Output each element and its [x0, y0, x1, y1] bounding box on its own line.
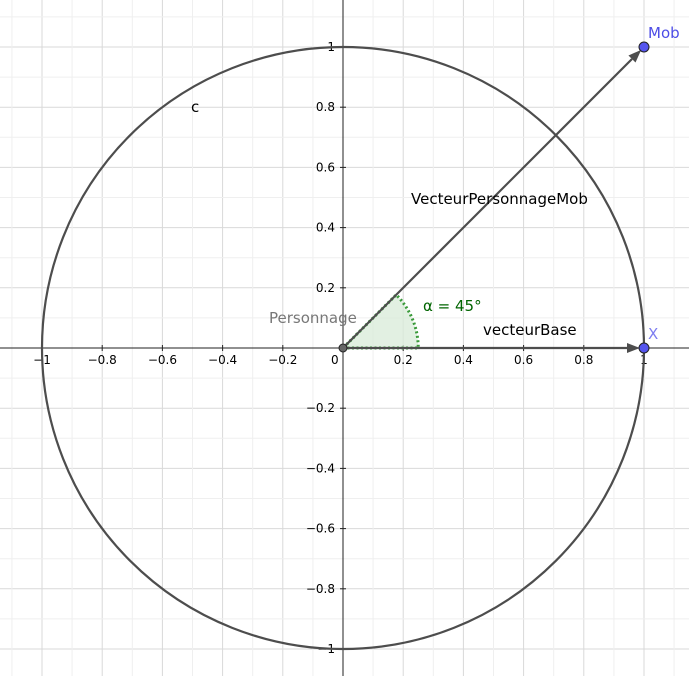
x-tick-label: 0.8	[574, 353, 593, 367]
x-tick-label: 0.2	[394, 353, 413, 367]
vector-personnage-mob-label: VecteurPersonnageMob	[411, 190, 588, 208]
y-tick-label: 0.4	[316, 221, 335, 235]
point-mob[interactable]	[638, 41, 650, 53]
y-tick-label: −0.2	[306, 401, 335, 415]
y-tick-label: 0.6	[316, 160, 335, 174]
angle-alpha-label: α = 45°	[423, 297, 482, 315]
x-tick-label: −0.2	[268, 353, 297, 367]
point-personnage-label: Personnage	[269, 309, 357, 327]
x-tick-label: 0.4	[454, 353, 473, 367]
vector-base-arrowhead	[627, 343, 640, 353]
point-x-label: X	[648, 325, 658, 343]
y-tick-label: −0.8	[306, 582, 335, 596]
x-tick-label: −0.4	[208, 353, 237, 367]
angle-alpha-sector[interactable]	[339, 292, 420, 350]
y-tick-label: 0.2	[316, 281, 335, 295]
vector-personnage-mob[interactable]	[342, 58, 633, 349]
point-x[interactable]	[638, 342, 650, 354]
x-tick-label: −0.6	[148, 353, 177, 367]
x-tick-label: −0.8	[88, 353, 117, 367]
x-tick-label: 0	[331, 353, 339, 367]
point-personnage[interactable]	[338, 343, 348, 353]
vector-personnage-mob-arrowhead	[628, 49, 642, 63]
tick-labels: −1 −0.8 −0.6 −0.4 −0.2 0 0.2 0.4 0.6 0.8 110.80.60…	[33, 40, 648, 656]
circle-c-label: c	[191, 98, 199, 116]
y-tick-label: 0.8	[316, 100, 335, 114]
vector-base-label: vecteurBase	[483, 321, 577, 339]
point-mob-label: Mob	[648, 24, 680, 42]
x-tick-label: 0.6	[514, 353, 533, 367]
y-tick-label: −0.4	[306, 461, 335, 475]
y-tick-label: −0.6	[306, 522, 335, 536]
